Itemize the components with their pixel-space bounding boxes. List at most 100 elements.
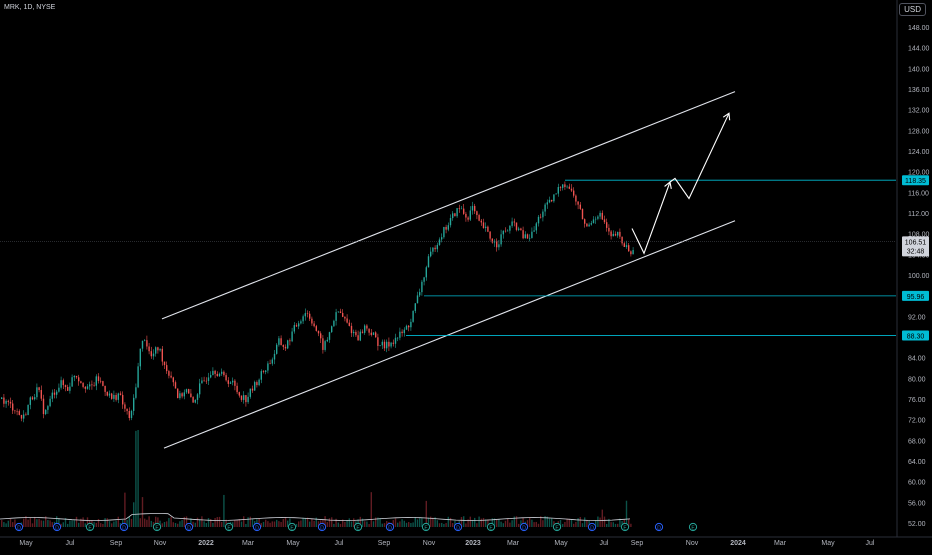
volume-bar bbox=[183, 516, 185, 527]
candle-body bbox=[511, 221, 513, 226]
candle-body bbox=[240, 395, 243, 400]
volume-bar bbox=[606, 523, 608, 527]
candle-body bbox=[443, 226, 445, 238]
volume-bar bbox=[157, 517, 159, 527]
candle-body bbox=[245, 395, 247, 403]
volume-bar bbox=[47, 520, 49, 527]
candle-body bbox=[218, 373, 221, 377]
volume-bar bbox=[273, 521, 276, 527]
candle-body bbox=[628, 245, 630, 252]
price-tick-label: 64.00 bbox=[908, 459, 926, 466]
volume-bar bbox=[218, 516, 221, 527]
volume-bar bbox=[115, 520, 117, 527]
dividend-marker[interactable] bbox=[385, 522, 395, 532]
dividend-marker[interactable] bbox=[119, 522, 129, 532]
volume-bar bbox=[262, 521, 265, 527]
volume-bar bbox=[100, 523, 102, 527]
candle-body bbox=[126, 408, 128, 412]
candle-body bbox=[355, 331, 357, 336]
candle-body bbox=[276, 344, 278, 354]
candle-body bbox=[280, 338, 282, 346]
earnings-marker[interactable] bbox=[688, 522, 698, 532]
earnings-marker[interactable] bbox=[287, 522, 297, 532]
volume-bar bbox=[540, 516, 542, 527]
earnings-marker[interactable] bbox=[421, 522, 431, 532]
candle-body bbox=[553, 194, 555, 202]
event-marker-label: D bbox=[17, 526, 21, 532]
volume-bar bbox=[509, 522, 511, 527]
currency-button[interactable]: USD bbox=[899, 3, 926, 16]
volume-bar bbox=[29, 517, 31, 527]
earnings-marker[interactable] bbox=[552, 522, 562, 532]
volume-bar bbox=[377, 517, 379, 527]
price-tick-label: 132.00 bbox=[908, 108, 930, 115]
earnings-marker[interactable] bbox=[620, 522, 630, 532]
candle-body bbox=[348, 322, 350, 326]
earnings-marker[interactable] bbox=[353, 522, 363, 532]
candle-body bbox=[293, 325, 295, 332]
symbol-label: MRK, 1D, NYSE bbox=[4, 4, 56, 11]
dividend-marker[interactable] bbox=[317, 522, 327, 532]
price-tick-label: 56.00 bbox=[908, 500, 926, 507]
volume-bar bbox=[216, 517, 218, 527]
candle-body bbox=[97, 376, 100, 381]
candle-body bbox=[568, 186, 570, 189]
volume-bar bbox=[617, 523, 619, 527]
event-marker-label: D bbox=[456, 526, 460, 532]
volume-bar bbox=[372, 521, 375, 527]
volume-bar bbox=[104, 518, 106, 527]
volume-bar bbox=[309, 521, 311, 527]
candle-body bbox=[537, 216, 540, 224]
dividend-marker[interactable] bbox=[14, 522, 24, 532]
volume-bar bbox=[126, 520, 128, 527]
volume-bar bbox=[168, 518, 170, 527]
candle-body bbox=[427, 256, 430, 268]
volume-bar bbox=[498, 519, 500, 527]
candle-body bbox=[416, 295, 419, 304]
dividend-marker[interactable] bbox=[519, 522, 529, 532]
dividend-marker[interactable] bbox=[252, 522, 262, 532]
channel-lower-line[interactable] bbox=[163, 220, 736, 449]
candle-body bbox=[392, 342, 394, 344]
event-marker-label: D bbox=[187, 526, 191, 532]
dividend-marker[interactable] bbox=[587, 522, 597, 532]
candle-body bbox=[542, 211, 544, 218]
volume-bar bbox=[324, 516, 326, 527]
price-tick-label: 112.00 bbox=[908, 211, 929, 218]
candle-body bbox=[361, 331, 364, 333]
dividend-marker[interactable] bbox=[184, 522, 194, 532]
volume-bar bbox=[502, 523, 504, 527]
dividend-marker[interactable] bbox=[453, 522, 463, 532]
earnings-marker[interactable] bbox=[85, 522, 95, 532]
volume-bar bbox=[97, 519, 100, 527]
forecast-path[interactable] bbox=[631, 113, 730, 255]
earnings-marker[interactable] bbox=[152, 522, 162, 532]
candle-body bbox=[223, 371, 225, 376]
event-marker-label: D bbox=[55, 526, 59, 532]
earnings-marker[interactable] bbox=[486, 522, 496, 532]
volume-bar bbox=[166, 521, 168, 527]
candle-body bbox=[25, 414, 27, 416]
volume-bar bbox=[581, 523, 584, 527]
candle-body bbox=[590, 223, 592, 225]
candle-body bbox=[597, 216, 599, 219]
volume-bar bbox=[419, 518, 421, 527]
candle-body bbox=[260, 371, 262, 380]
candle-body bbox=[401, 331, 403, 334]
volume-bar bbox=[399, 521, 401, 527]
earnings-marker[interactable] bbox=[224, 522, 234, 532]
candle-body bbox=[306, 313, 309, 314]
volume-bar bbox=[27, 519, 29, 527]
volume-bar bbox=[443, 523, 445, 527]
volume-bar bbox=[155, 516, 157, 527]
candle-body bbox=[269, 363, 271, 365]
volume-bar bbox=[78, 522, 80, 527]
event-marker-label: D bbox=[320, 526, 324, 532]
dividend-marker[interactable] bbox=[654, 522, 664, 532]
volume-bar bbox=[537, 523, 540, 527]
dividend-marker[interactable] bbox=[52, 522, 62, 532]
channel-upper-line[interactable] bbox=[161, 91, 736, 320]
volume-bar bbox=[159, 520, 161, 527]
